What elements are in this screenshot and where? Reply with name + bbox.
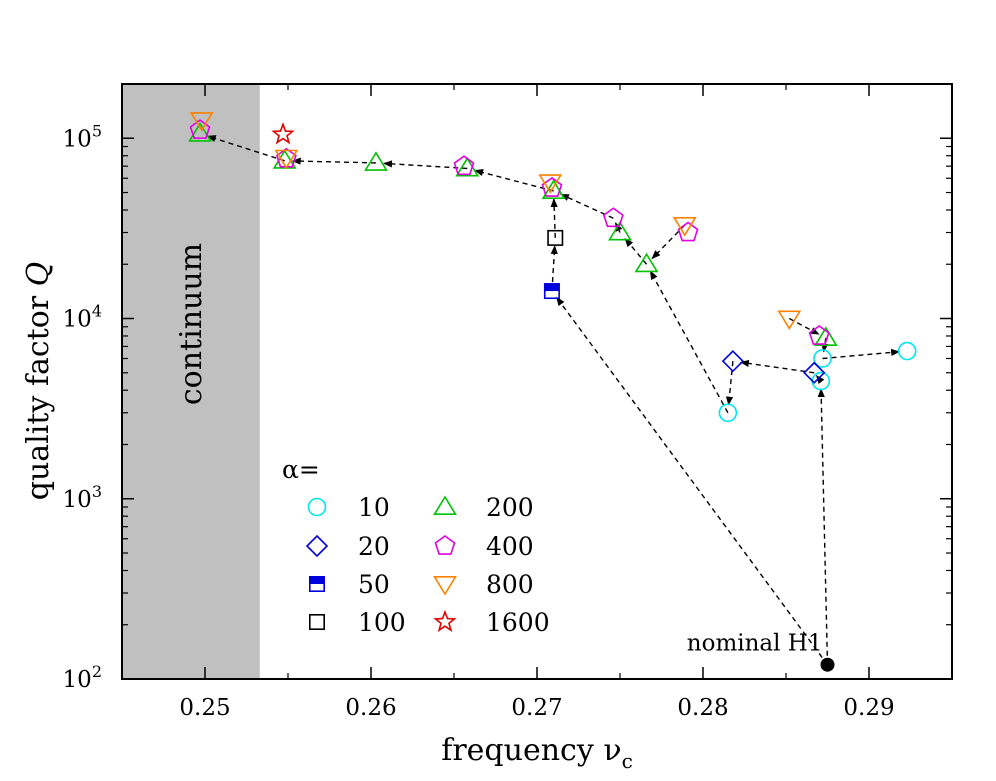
legend-title: α= <box>282 455 320 484</box>
legend-label-100: 100 <box>358 608 406 637</box>
x-axis-title-subscript: c <box>622 749 633 773</box>
path-segment <box>788 317 820 335</box>
path-segment <box>550 198 558 238</box>
point-alpha-200 <box>608 220 632 241</box>
nominal-point <box>820 657 835 672</box>
point-alpha-200 <box>272 149 297 169</box>
point-alpha-10 <box>813 349 832 368</box>
path-segment <box>206 135 285 162</box>
path-segment <box>649 270 729 414</box>
point-alpha-400 <box>808 324 830 345</box>
legend-marker-100 <box>308 613 325 630</box>
path-segment <box>383 160 468 170</box>
y-tick-label-exponent: 5 <box>92 121 102 140</box>
y-tick-label-base: 10 <box>63 487 92 513</box>
y-tick-label-exponent: 2 <box>92 662 102 681</box>
x-tick-label: 0.29 <box>843 695 894 721</box>
point-alpha-800 <box>189 112 214 132</box>
point-alpha-400 <box>189 119 211 139</box>
point-alpha-10 <box>897 341 917 361</box>
y-axis-title-variable: Q <box>21 262 56 287</box>
point-alpha-800 <box>672 217 697 237</box>
y-tick-label-base: 10 <box>63 667 92 693</box>
point-alpha-1600 <box>271 122 295 145</box>
point-alpha-800 <box>538 174 563 194</box>
x-axis-title: frequency νc <box>441 733 633 773</box>
point-alpha-400 <box>541 176 563 197</box>
legend-marker-800 <box>433 575 457 596</box>
y-axis-title: quality factor Q <box>21 262 56 501</box>
nominal-label: nominal H1 <box>687 631 823 657</box>
x-tick-label: 0.28 <box>677 695 728 721</box>
path-segment <box>550 244 558 292</box>
path-segment <box>822 348 901 360</box>
point-alpha-200 <box>634 252 659 273</box>
x-tick-label: 0.26 <box>345 695 396 721</box>
y-axis-title-text: quality factor <box>21 286 56 500</box>
path-segment <box>817 388 829 665</box>
x-axis: 0.25 0.26 0.27 0.28 0.29 <box>121 84 953 721</box>
path-segment <box>725 361 734 406</box>
y-tick-label-base: 10 <box>63 307 92 333</box>
path-segment <box>474 169 554 192</box>
legend-label-20: 20 <box>358 532 390 561</box>
legend-marker-200 <box>433 495 457 516</box>
point-alpha-200 <box>364 151 388 171</box>
path-segment <box>624 237 648 265</box>
point-alpha-200 <box>813 326 838 346</box>
point-alpha-20 <box>721 350 745 373</box>
y-tick-label: 104 <box>63 302 102 333</box>
point-alpha-200 <box>188 122 212 142</box>
legend-marker-20 <box>305 534 329 558</box>
connecting-paths <box>206 135 901 666</box>
y-tick-label-exponent: 4 <box>92 302 102 321</box>
y-tick-label-base: 10 <box>63 126 92 152</box>
path-segment <box>651 224 686 260</box>
point-alpha-10 <box>718 403 738 423</box>
legend: α= 10 20 50 100 200 400 800 1600 <box>282 455 550 637</box>
legend-label-10: 10 <box>358 493 390 522</box>
legend-label-400: 400 <box>486 532 534 561</box>
point-alpha-100 <box>547 229 564 246</box>
legend-label-200: 200 <box>486 493 534 522</box>
x-tick-label: 0.27 <box>511 695 562 721</box>
legend-label-1600: 1600 <box>486 608 550 637</box>
point-alpha-400 <box>677 221 699 242</box>
point-alpha-800 <box>274 149 299 170</box>
data-points <box>188 112 917 423</box>
continuum-label: continuum <box>174 243 209 405</box>
x-axis-title-text: frequency ν <box>441 733 621 768</box>
point-alpha-200 <box>455 156 480 177</box>
legend-label-800: 800 <box>486 570 534 599</box>
legend-marker-1600 <box>433 609 457 632</box>
y-tick-label: 102 <box>63 662 102 693</box>
y-tick-label: 105 <box>63 121 102 152</box>
point-alpha-400 <box>453 155 475 176</box>
legend-label-50: 50 <box>358 570 390 599</box>
path-segment <box>556 296 829 666</box>
path-segment <box>614 222 623 233</box>
path-segment <box>739 359 815 374</box>
continuum-region <box>122 84 260 679</box>
legend-marker-50-fill <box>309 576 325 584</box>
y-tick-label: 103 <box>63 482 102 513</box>
y-tick-label-exponent: 3 <box>92 482 102 501</box>
point-alpha-800 <box>777 310 802 331</box>
legend-marker-10 <box>307 497 327 517</box>
point-alpha-400 <box>602 207 624 228</box>
point-alpha-20 <box>803 361 826 384</box>
path-segment <box>291 157 376 165</box>
x-tick-label: 0.25 <box>179 695 230 721</box>
point-alpha-50-fill <box>544 283 560 292</box>
legend-marker-400 <box>434 535 456 555</box>
